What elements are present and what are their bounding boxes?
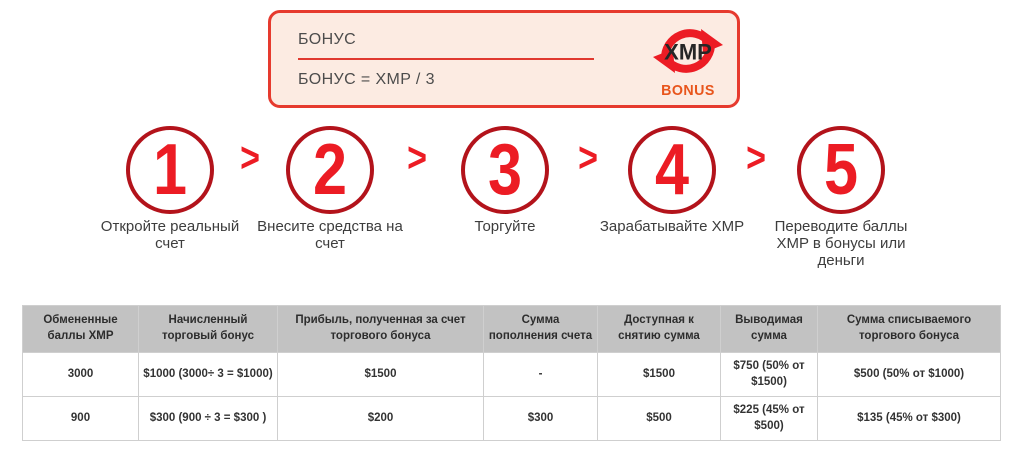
table-cell: $200 xyxy=(277,396,484,441)
table-cell: $750 (50% от $1500) xyxy=(720,352,818,397)
bonus-logo-label: BONUS xyxy=(661,82,715,99)
table-cell: 900 xyxy=(22,396,139,441)
table-cell: $135 (45% от $300) xyxy=(817,396,1001,441)
table-header-row: Обмененные баллы XMP Начисленный торговы… xyxy=(22,305,1001,353)
step-2-number: 2 xyxy=(312,130,348,210)
table-cell: $1500 xyxy=(277,352,484,397)
table-cell: $225 (45% от $500) xyxy=(720,396,818,441)
arrow-right-icon: > xyxy=(240,134,260,182)
step-3-circle: 3 xyxy=(461,126,549,214)
col-header-accrued-bonus: Начисленный торговый бонус xyxy=(138,305,278,353)
step-4: 4 Зарабатывайте XMP xyxy=(587,126,757,236)
table-cell: $1500 xyxy=(597,352,721,397)
step-4-label: Зарабатывайте XMP xyxy=(599,218,745,235)
step-1-number: 1 xyxy=(152,130,188,210)
table-cell: $300 xyxy=(483,396,598,441)
step-5-label: Переводите баллы XMP в бонусы или деньги xyxy=(774,218,908,269)
step-1: 1 Откройте реальный счет xyxy=(85,126,255,253)
step-2-circle: 2 xyxy=(286,126,374,214)
table-cell: $500 xyxy=(597,396,721,441)
table-cell: - xyxy=(483,352,598,397)
table-cell: $500 (50% от $1000) xyxy=(817,352,1001,397)
col-header-withdrawable-amount: Выводимая сумма xyxy=(720,305,818,353)
arrow-right-icon: > xyxy=(407,134,427,182)
step-1-label: Откройте реальный счет xyxy=(100,218,240,252)
arrow-right-icon: > xyxy=(578,134,598,182)
step-5-circle: 5 xyxy=(797,126,885,214)
table-row: 3000 $1000 (3000÷ 3 = $1000) $1500 - $15… xyxy=(22,352,1001,397)
col-header-deducted-bonus: Сумма списываемого торгового бонуса xyxy=(817,305,1001,353)
bonus-title: БОНУС xyxy=(298,31,357,48)
step-5: 5 Переводите баллы XMP в бонусы или день… xyxy=(756,126,926,270)
xmp-bonus-logo: XMP BONUS xyxy=(643,19,733,99)
table-cell: $300 (900 ÷ 3 = $300 ) xyxy=(138,396,278,441)
red-divider xyxy=(298,58,594,60)
step-3-number: 3 xyxy=(487,130,523,210)
step-3: 3 Торгуйте xyxy=(420,126,590,236)
col-header-deposit-amount: Сумма пополнения счета xyxy=(483,305,598,353)
cycle-arrows-icon: XMP xyxy=(653,29,723,73)
arrow-right-icon: > xyxy=(746,134,766,182)
step-4-circle: 4 xyxy=(628,126,716,214)
step-4-number: 4 xyxy=(654,130,690,210)
col-header-available-withdrawal: Доступная к снятию сумма xyxy=(597,305,721,353)
xmp-logo-text: XMP xyxy=(664,40,712,65)
bonus-formula-text-block: БОНУС БОНУС = XMP / 3 xyxy=(298,31,598,89)
table-cell: $1000 (3000÷ 3 = $1000) xyxy=(138,352,278,397)
bonus-comparison-table: Обмененные баллы XMP Начисленный торговы… xyxy=(22,305,1001,441)
table-row: 900 $300 (900 ÷ 3 = $300 ) $200 $300 $50… xyxy=(22,396,1001,441)
col-header-profit: Прибыль, полученная за счет торгового бо… xyxy=(277,305,484,353)
bonus-formula-box: БОНУС БОНУС = XMP / 3 XMP BONUS xyxy=(268,10,740,108)
col-header-exchanged-xmp: Обмененные баллы XMP xyxy=(22,305,139,353)
step-2-label: Внесите средства на счет xyxy=(257,218,403,252)
step-3-label: Торгуйте xyxy=(474,218,536,235)
step-2: 2 Внесите средства на счет xyxy=(245,126,415,253)
table-cell: 3000 xyxy=(22,352,139,397)
bonus-formula: БОНУС = XMP / 3 xyxy=(298,71,435,88)
step-1-circle: 1 xyxy=(126,126,214,214)
step-5-number: 5 xyxy=(823,130,859,210)
